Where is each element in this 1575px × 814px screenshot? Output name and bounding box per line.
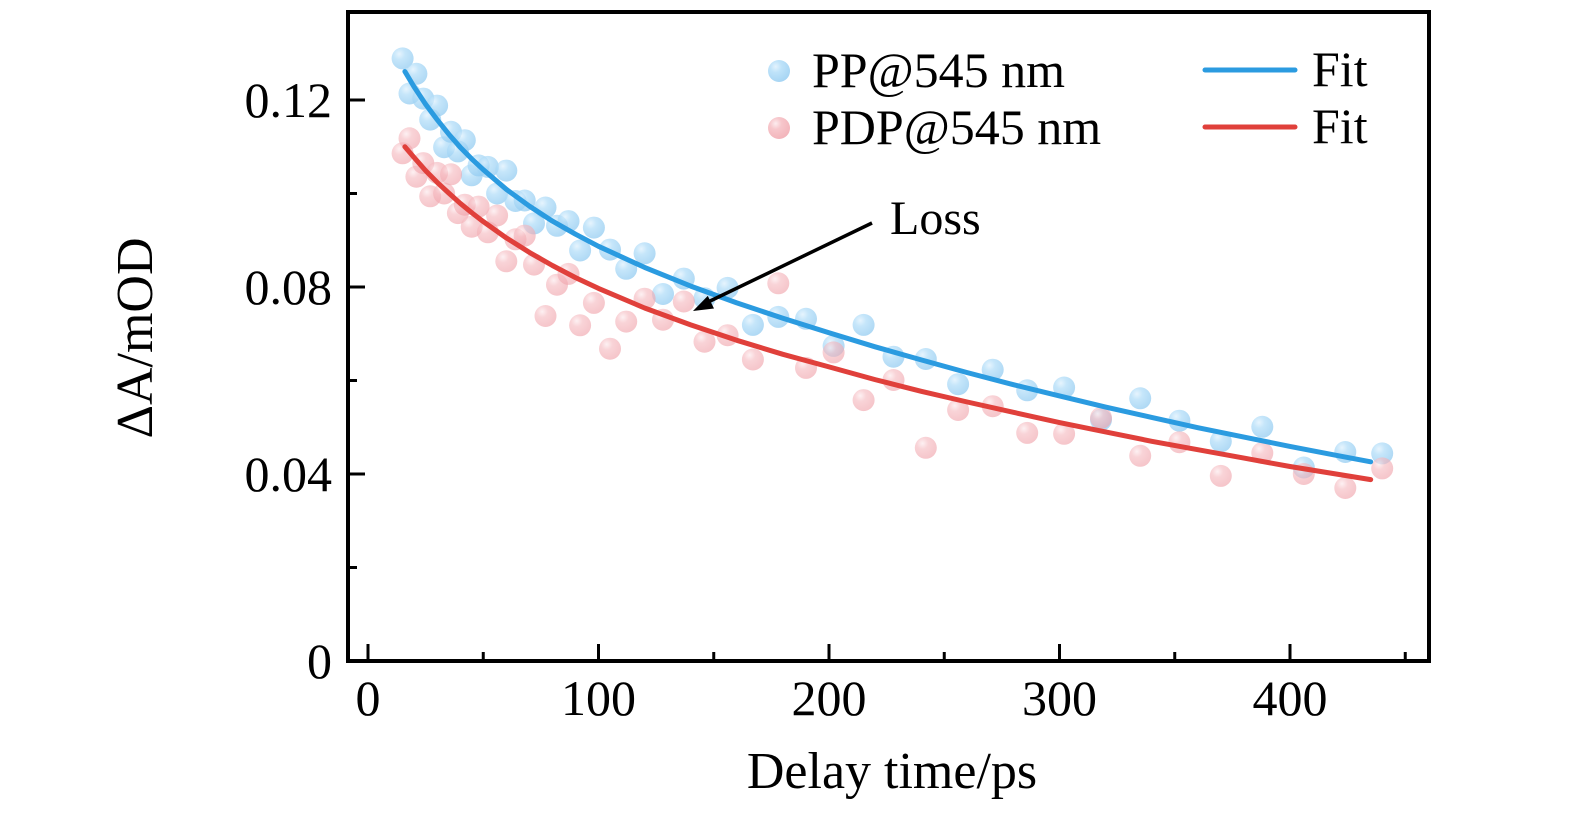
x-tick-label: 100: [561, 670, 636, 726]
axes-frame: [346, 10, 1431, 663]
data-point-pdp: [433, 182, 456, 205]
data-point-pp: [569, 239, 592, 262]
data-point-pdp: [534, 305, 557, 327]
data-point-pp: [495, 159, 518, 182]
data-point-pdp: [852, 389, 875, 412]
data-point-pp: [391, 47, 414, 70]
data-point-pdp: [947, 399, 970, 421]
legend-label-fit-blue: Fit: [1312, 41, 1368, 97]
data-point-pdp: [495, 250, 518, 273]
data-point-pp: [633, 242, 656, 265]
data-point-pdp: [741, 348, 764, 371]
y-tick-label: 0.08: [245, 259, 333, 315]
x-tick-label: 400: [1253, 670, 1328, 726]
data-point-pp: [1129, 387, 1152, 410]
data-point-pdp: [615, 310, 638, 333]
data-point-pp: [1053, 376, 1076, 399]
data-point-pdp: [513, 224, 536, 247]
data-point-pdp: [1129, 444, 1152, 467]
data-point-pdp: [599, 337, 621, 360]
fit-path-pdp: [402, 144, 1374, 483]
x-tick-label: 200: [792, 670, 867, 726]
x-axis-label: Delay time/ps: [747, 743, 1037, 800]
fit-path-pp: [402, 69, 1374, 465]
scatter-series-pdp: [391, 127, 1394, 499]
data-point-pdp: [1016, 421, 1039, 444]
data-point-pp: [947, 373, 970, 396]
legend-label-pp: PP@545 nm: [812, 42, 1065, 98]
y-tick-label: 0.04: [245, 446, 333, 502]
legend-marker-pdp: [768, 117, 790, 139]
data-point-pdp: [822, 341, 845, 364]
fit-line-pp: [402, 69, 1374, 465]
data-point-pdp: [486, 204, 509, 227]
data-point-pdp: [1371, 457, 1394, 480]
data-point-pdp: [672, 290, 695, 313]
data-point-pp: [741, 313, 764, 336]
data-point-pdp: [1053, 422, 1076, 445]
y-axis-label: ΔA/mOD: [107, 238, 164, 439]
data-point-pp: [981, 358, 1004, 381]
data-point-pp: [582, 216, 605, 239]
y-tick-label: 0: [307, 633, 332, 689]
loss-annotation: Loss: [693, 192, 981, 311]
legend-label-fit-red: Fit: [1312, 98, 1368, 154]
plot-frame: [346, 10, 1431, 663]
data-point-pp: [852, 313, 875, 336]
x-tick-label: 0: [356, 670, 381, 726]
data-point-pdp: [1209, 464, 1232, 487]
legend-marker-pp: [768, 60, 790, 82]
data-point-pdp: [767, 272, 790, 295]
axis-ticks: [348, 98, 1407, 663]
legend-label-pdp: PDP@545 nm: [812, 99, 1101, 155]
annotation-arrow-head: [693, 295, 714, 311]
x-tick-label: 300: [1022, 670, 1097, 726]
legend: PP@545 nm Fit PDP@545 nm Fit: [768, 41, 1368, 155]
data-point-pdp: [569, 314, 592, 337]
data-point-pdp: [1090, 406, 1112, 429]
data-point-pdp: [398, 127, 421, 150]
data-point-pdp: [1334, 477, 1357, 499]
tick-labels: 0 100 200 300 400 0 0.04 0.08 0.12: [245, 72, 1328, 726]
data-point-pdp: [440, 163, 462, 186]
data-point-pp: [1251, 415, 1274, 438]
fit-line-pdp: [402, 144, 1374, 483]
annotation-arrow-line: [705, 221, 873, 305]
y-tick-label: 0.12: [245, 72, 333, 128]
data-point-pp: [476, 155, 499, 178]
data-point-pdp: [693, 330, 716, 353]
data-point-pp: [652, 283, 674, 305]
annotation-text: Loss: [890, 192, 981, 245]
data-point-pdp: [914, 436, 937, 459]
data-point-pdp: [582, 291, 605, 314]
